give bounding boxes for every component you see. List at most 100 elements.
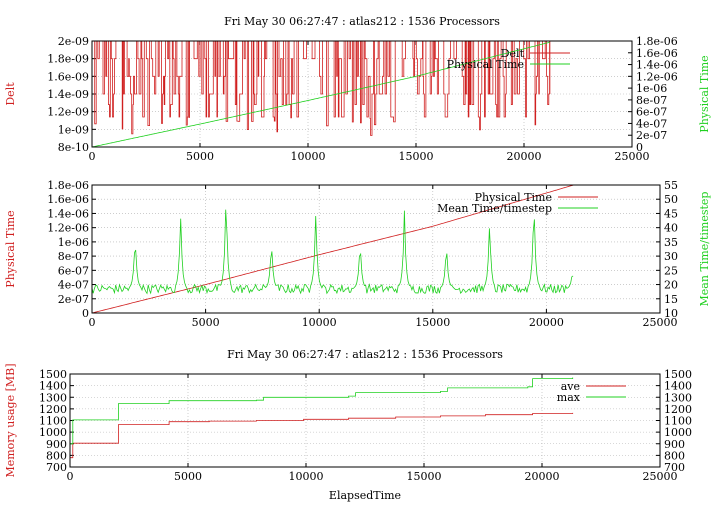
chart-panel-1: 0 5000 10000 15000 20000 25000 8e-10 1e-09 1.2e-… [4, 15, 711, 163]
chart-title: Fri May 30 06:27:47 : atlas212 : 1536 Pr… [224, 15, 500, 28]
y-tick-label: 8e-10 [58, 141, 89, 154]
series-line-physical-time [91, 184, 574, 314]
series-line-mean-time-timestep [91, 209, 574, 295]
y2-tick-label: 1.4e-06 [636, 59, 678, 72]
x-tick-label: 5000 [192, 316, 220, 329]
y2-tick-label: 25 [664, 264, 678, 277]
y2-tick-label: 1.6e-06 [636, 47, 678, 60]
y2-axis-label: Mean Time/timestep [698, 192, 711, 307]
y-tick-label: 0 [82, 307, 89, 320]
y-tick-label: 6e-07 [58, 264, 89, 277]
y2-tick-label: 35 [664, 236, 678, 249]
y2-tick-label: 4e-07 [636, 117, 667, 130]
plot-frame [91, 184, 661, 314]
y2-tick-label: 45 [664, 207, 678, 220]
x-tick-label: 10000 [302, 316, 337, 329]
series-line-ave [70, 412, 574, 459]
y2-tick-label: 0 [636, 141, 643, 154]
y2-tick-label: 6e-07 [636, 106, 667, 119]
y-tick-label: 8e-07 [58, 250, 89, 263]
x-tick-label: 0 [89, 316, 96, 329]
y-tick-label: 1100 [39, 415, 67, 428]
y-tick-label: 900 [46, 438, 67, 451]
y-tick-label: 800 [46, 449, 67, 462]
y2-axis-label: Physical Time [698, 55, 711, 132]
y-tick-label: 1200 [39, 403, 67, 416]
y2-tick-label: 1400 [664, 380, 692, 393]
series-line-max [70, 377, 574, 445]
y2-tick-label: 1500 [664, 368, 692, 381]
x-tick-label: 15000 [415, 316, 450, 329]
y-tick-label: 1300 [39, 391, 67, 404]
plot-frame [91, 40, 633, 148]
y-axis-label: Memory usage [MB] [4, 363, 17, 477]
y2-tick-label: 8e-07 [636, 94, 667, 107]
x-tick-label: 5000 [174, 470, 202, 483]
x-tick-label: 15000 [399, 150, 434, 163]
y-tick-label: 1.8e-06 [47, 179, 89, 192]
x-tick-label: 25000 [643, 316, 678, 329]
y2-tick-label: 800 [664, 449, 685, 462]
y2-tick-label: 1100 [664, 415, 692, 428]
y-tick-label: 1e-06 [58, 236, 89, 249]
y2-tick-label: 1000 [664, 426, 692, 439]
y2-tick-label: 1200 [664, 403, 692, 416]
legend-label: Physical Time [447, 58, 524, 71]
legend-label: Mean Time/timestep [437, 202, 552, 215]
y2-tick-label: 20 [664, 279, 678, 292]
x-tick-label: 25000 [643, 470, 678, 483]
y2-tick-label: 1.8e-06 [636, 35, 678, 48]
y2-tick-label: 1.2e-06 [636, 70, 678, 83]
x-tick-label: 0 [89, 150, 96, 163]
chart-panel-3: 0 5000 10000 15000 20000 25000700800900100011… [4, 348, 692, 502]
x-tick-label: 20000 [529, 316, 564, 329]
y2-tick-label: 50 [664, 193, 678, 206]
y-tick-label: 1.8e-09 [47, 53, 89, 66]
y-tick-label: 1.6e-09 [47, 70, 89, 83]
y-tick-label: 1e-09 [58, 123, 89, 136]
x-tick-label: 20000 [525, 470, 560, 483]
y-tick-label: 1.6e-06 [47, 193, 89, 206]
y-axis-label: Physical Time [4, 210, 17, 287]
legend-label: Physical Time [475, 191, 552, 204]
y2-tick-label: 55 [664, 179, 678, 192]
y-tick-label: 1000 [39, 426, 67, 439]
plot-frame [69, 373, 661, 468]
y-tick-label: 1.4e-06 [47, 207, 89, 220]
x-tick-label: 10000 [289, 470, 324, 483]
y2-tick-label: 700 [664, 461, 685, 474]
x-tick-label: 20000 [507, 150, 542, 163]
x-tick-label: 15000 [407, 470, 442, 483]
y-tick-label: 1500 [39, 368, 67, 381]
y-tick-label: 2e-09 [58, 35, 89, 48]
series-line-delt [92, 40, 551, 136]
y2-tick-label: 1300 [664, 391, 692, 404]
y2-tick-label: 10 [664, 307, 678, 320]
x-tick-label: 5000 [186, 150, 214, 163]
y-tick-label: 2e-07 [58, 293, 89, 306]
y-tick-label: 1.2e-06 [47, 222, 89, 235]
y-tick-label: 4e-07 [58, 279, 89, 292]
y2-tick-label: 900 [664, 438, 685, 451]
y2-tick-label: 40 [664, 222, 678, 235]
x-tick-label: 10000 [291, 150, 326, 163]
x-tick-label: 0 [67, 470, 74, 483]
legend-label: max [557, 391, 581, 404]
y-tick-label: 700 [46, 461, 67, 474]
y2-tick-label: 30 [664, 250, 678, 263]
x-tick-label: 25000 [615, 150, 650, 163]
series-line-physical-time [91, 41, 551, 148]
y-axis-label: Delt [4, 82, 17, 106]
y-tick-label: 1400 [39, 380, 67, 393]
y2-tick-label: 2e-07 [636, 129, 667, 142]
y2-tick-label: 1e-06 [636, 82, 667, 95]
legend-label: ave [561, 380, 580, 393]
y2-tick-label: 15 [664, 293, 678, 306]
y-tick-label: 1.4e-09 [47, 88, 89, 101]
y-tick-label: 1.2e-09 [47, 106, 89, 119]
x-axis-label: ElapsedTime [329, 489, 401, 502]
chart-title: Fri May 30 06:27:47 : atlas212 : 1536 Pr… [227, 348, 503, 361]
